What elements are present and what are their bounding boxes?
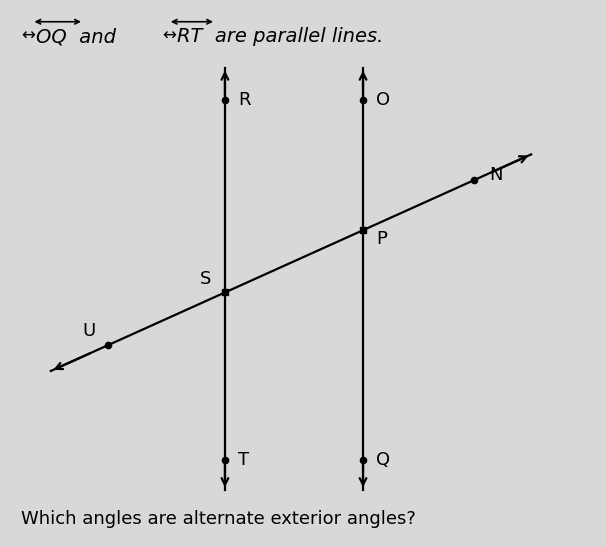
Text: O: O bbox=[376, 91, 390, 109]
Text: Which angles are alternate exterior angles?: Which angles are alternate exterior angl… bbox=[21, 510, 416, 528]
Text: U: U bbox=[82, 322, 95, 340]
Text: T: T bbox=[238, 451, 249, 469]
Text: P: P bbox=[376, 230, 387, 248]
Text: R: R bbox=[238, 91, 251, 109]
Text: ↔: ↔ bbox=[162, 27, 176, 45]
Text: RT  are parallel lines.: RT are parallel lines. bbox=[177, 27, 383, 46]
Text: S: S bbox=[201, 270, 211, 288]
Text: Q: Q bbox=[376, 451, 390, 469]
Text: ↔: ↔ bbox=[21, 27, 35, 45]
Text: OQ  and: OQ and bbox=[36, 27, 116, 46]
Text: N: N bbox=[490, 166, 503, 184]
